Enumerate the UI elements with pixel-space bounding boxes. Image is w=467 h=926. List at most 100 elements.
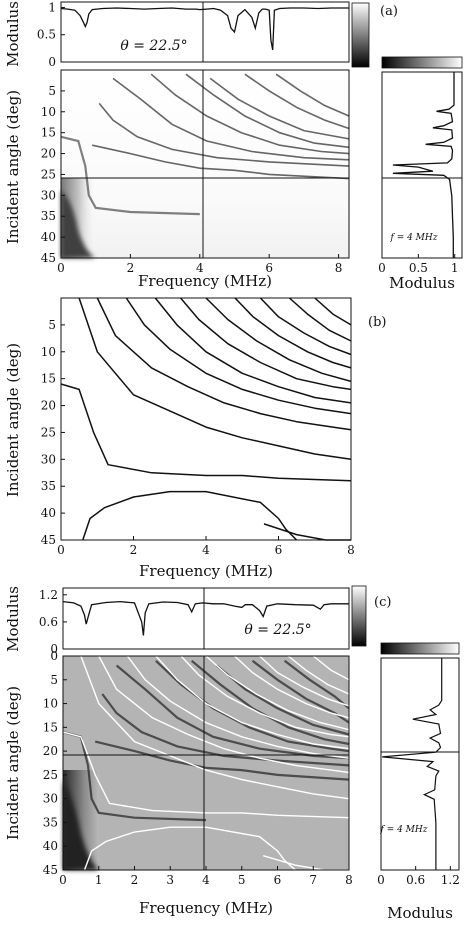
panel-a-resonance-curve — [275, 73, 350, 117]
panel-a-resonance-curve — [209, 77, 350, 140]
panel-a-resonance-curve — [112, 77, 350, 161]
panel-a-angle-annotation: f = 4 MHz — [390, 233, 438, 243]
panel-c-modulus-y-tick-label: 1.2 — [39, 588, 58, 602]
panel-a-modulus-ylabel: Modulus — [4, 1, 22, 67]
panel-b-dispersion-curve — [288, 297, 352, 342]
panel-b-dispersion-curve — [154, 297, 352, 404]
panel-a-heatmap-frame — [60, 69, 350, 259]
panel-a-heatmap-curves — [60, 73, 350, 216]
panel-a-angle-x-tick-label: 0.5 — [409, 261, 428, 275]
panel-a-modulus-frame — [60, 1, 350, 63]
panel-c-resonance-curve — [251, 659, 350, 724]
panel-c-overlay-curve — [80, 655, 350, 800]
panel-c-angle-annotation: f = 4 MHz — [380, 825, 428, 835]
panel-a-heatmap-yticks: 5 10 15 20 25 30 35 40 45 — [41, 84, 65, 265]
panel-a-angle-x-tick-label: 1 — [451, 261, 459, 275]
panel-c-label: (c) — [374, 595, 391, 610]
panel-a-heatmap-y-tick-label: 20 — [41, 147, 56, 161]
panel-b-y-tick-label: 15 — [41, 372, 56, 386]
panel-b-y-tick-label: 5 — [48, 318, 56, 332]
panel-c-colorbar-vertical — [351, 585, 367, 647]
panel-b-yticks: 5 10 15 20 25 30 35 40 45 — [41, 318, 65, 547]
panel-a-heatmap-y-tick-label: 5 — [48, 84, 56, 98]
panel-a-heatmap-y-tick-label: 15 — [41, 126, 56, 140]
panel-a-heatmap-x-tick-label: 4 — [196, 261, 204, 275]
panel-b-y-tick-label: 10 — [41, 345, 56, 359]
panel-c-heatmap-y-tick-label: 10 — [43, 697, 58, 711]
panel-c-overlay-curve — [83, 826, 296, 871]
panel-a-heatmap-y-tick-label: 25 — [41, 167, 56, 181]
panel-a-heatmap-y-tick-label: 10 — [41, 105, 56, 119]
panel-b-dispersion-curve — [263, 523, 351, 541]
panel-b-x-tick-label: 2 — [130, 543, 138, 557]
panel-a-xlabel: Frequency (MHz) — [138, 272, 272, 290]
panel-c-heatmap-x-tick-label: 6 — [274, 873, 282, 887]
panel-c-angle-x-tick-label: 1.2 — [441, 873, 460, 887]
panel-c-resonance-curve — [94, 740, 350, 781]
panel-a-heatmap-y-tick-label: 35 — [41, 209, 56, 223]
panel-c-modulus-yticks: 0 0.6 1.2 — [39, 588, 67, 656]
panel-c-modulus-y-tick-label: 0 — [50, 642, 58, 656]
panel-c-overlay-curve — [155, 655, 350, 750]
panel-b-dispersion-curve — [82, 490, 298, 541]
panel-c-overlay-curve — [98, 655, 350, 774]
panel-a-modulus-y-tick-label: 0.5 — [37, 28, 56, 42]
panel-a-resonance-curve — [185, 73, 350, 149]
panel-c-colorbar-horizontal — [380, 642, 460, 655]
panel-c-heatmap-x-tick-label: 3 — [166, 873, 174, 887]
panel-c-overlay-curve — [312, 655, 350, 681]
panel-a-ylabel: Incident angle (deg) — [4, 90, 22, 244]
panel-c: 00.61.2 Modulus θ = 22.5° (c) 0510152025… — [4, 585, 460, 922]
panel-b-dispersion-curve — [78, 297, 352, 461]
panel-a-heatmap-y-tick-label: 40 — [41, 230, 56, 244]
panel-a-modulus-curve — [60, 7, 349, 51]
panel-c-heatmap-y-tick-label: 35 — [43, 815, 58, 829]
panel-c-overlay-curve — [62, 731, 350, 819]
panel-a-heatmap-x-tick-label: 2 — [127, 261, 135, 275]
panel-c-xlabel: Frequency (MHz) — [139, 899, 273, 917]
panel-c-heatmap-x-tick-label: 0 — [59, 873, 67, 887]
panel-c-overlay-curve — [234, 655, 350, 719]
panel-a-heatmap-xticks: 0 2 4 6 8 — [57, 254, 342, 275]
panel-b-ylabel: Incident angle (deg) — [4, 343, 22, 497]
panel-c-overlay-curve — [205, 655, 350, 731]
panel-c-overlay-curve — [126, 655, 350, 759]
panel-c-angle-xticks: 0 0.6 1.2 — [377, 866, 460, 887]
panel-c-heatmap-y-tick-label: 20 — [43, 744, 58, 758]
panel-c-heatmap-y-tick-label: 0 — [50, 649, 58, 663]
panel-c-heatmap-x-tick-label: 1 — [95, 873, 103, 887]
panel-a-heatmap-x-tick-label: 8 — [335, 261, 343, 275]
panel-b-x-tick-label: 0 — [57, 543, 65, 557]
panel-a-angle-frame — [381, 71, 463, 259]
panel-c-heatmap-y-tick-label: 40 — [43, 839, 58, 853]
panel-c-heatmap-y-tick-label: 15 — [43, 720, 58, 734]
panel-c-angle-xlabel: Modulus — [387, 904, 453, 922]
panel-a-modulus-y-tick-label: 0 — [48, 55, 56, 69]
panel-a-modulus-annotation: θ = 22.5° — [120, 38, 187, 54]
panel-c-resonance-curve — [115, 664, 350, 760]
panel-b-x-tick-label: 4 — [202, 543, 210, 557]
panel-c-heatmap-y-tick-label: 30 — [43, 792, 58, 806]
panel-b-dispersion-curve — [125, 297, 352, 415]
panel-c-overlay-curve — [259, 655, 350, 707]
panel-a-resonance-curve — [150, 73, 350, 155]
panel-b-y-tick-label: 30 — [41, 452, 56, 466]
panel-b-y-tick-label: 35 — [41, 479, 56, 493]
panel-b-dispersion-curve — [96, 297, 352, 431]
panel-a-label: (a) — [380, 4, 398, 19]
panel-b-label: (b) — [368, 315, 386, 330]
panel-c-overlay-curve — [180, 655, 350, 738]
panel-c-ylabel: Incident angle (deg) — [4, 686, 22, 840]
panel-c-overlay-curve — [287, 655, 350, 695]
panel-a-heatmap-x-tick-label: 0 — [57, 261, 65, 275]
panel-b-xlabel: Frequency (MHz) — [139, 562, 273, 580]
panel-b-x-tick-label: 6 — [275, 543, 283, 557]
panel-c-modulus-ylabel: Modulus — [4, 586, 22, 652]
panel-c-heatmap-yticks: 0 5 10 15 20 25 30 35 40 45 — [43, 649, 67, 877]
panel-b-y-tick-label: 25 — [41, 425, 56, 439]
panel-b-dispersion-curve — [205, 297, 352, 383]
panel-b-dispersion-curve — [259, 297, 352, 356]
panel-a-resonance-curve — [98, 102, 350, 167]
panel-c-heatmap-x-tick-label: 8 — [345, 873, 353, 887]
